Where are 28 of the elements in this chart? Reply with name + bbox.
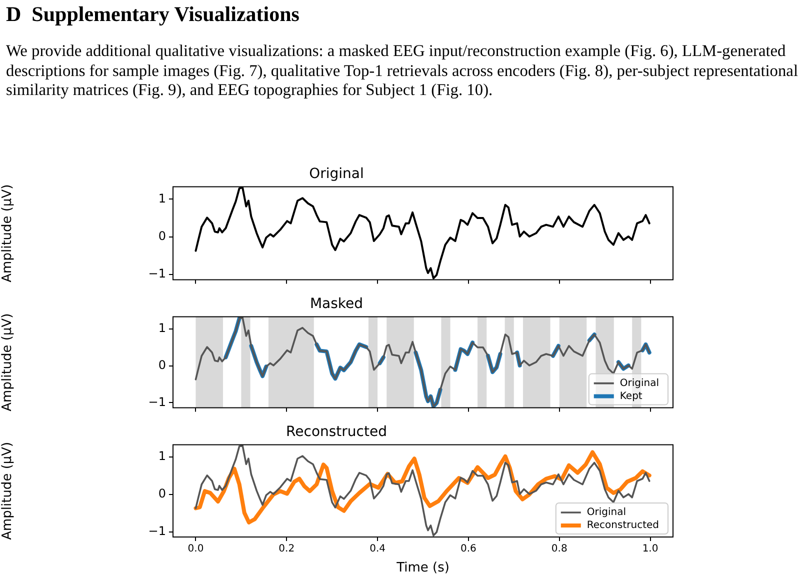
chart-title: Masked <box>310 296 364 312</box>
y-tick-label: 0 <box>158 358 166 372</box>
x-tick-label: 0.0 <box>188 544 204 555</box>
legend-label: Kept <box>620 390 642 402</box>
y-tick-label: 1 <box>158 321 166 336</box>
y-tick-label: 0 <box>158 486 166 501</box>
x-tick-label: 0.2 <box>278 544 295 555</box>
y-tick-label: −1 <box>148 394 166 409</box>
chart-title: Original <box>309 166 364 182</box>
x-axis-title: Time (s) <box>396 560 450 576</box>
text: We provide additional qualitative visualizations: a masked EEG input/reconstruction example (Fig. 6), LLM-generated descriptions for sample images (Fig. 7), qualitative Top-1 retrievals across encoders (Fig. 8), per-subject representational similarity matrices (Fig. 9), and EEG topographies for Subject 1 (Fig. 10). <box>6 41 800 100</box>
x-tick-label: 0.8 <box>551 544 568 555</box>
y-axis-title: Amplitude (μV) <box>0 313 16 412</box>
y-axis-title: Amplitude (μV) <box>0 442 16 540</box>
y-tick-label: 1 <box>158 191 166 206</box>
legend-label: Reconstructed <box>586 520 660 532</box>
chart-title: Reconstructed <box>286 424 387 440</box>
legend-label: Original <box>620 378 660 389</box>
x-tick-label: 0.4 <box>370 544 386 555</box>
x-tick-label: 1.0 <box>642 544 658 555</box>
x-tick-label: 0.6 <box>460 544 476 555</box>
legend-label: Original <box>586 507 626 518</box>
y-tick-label: −1 <box>148 266 166 281</box>
y-tick-label: 1 <box>158 449 166 464</box>
y-tick-label: −1 <box>148 524 166 538</box>
y-axis-title: Amplitude (μV) <box>0 184 16 282</box>
text: D Supplementary Visualizations <box>6 2 300 27</box>
y-tick-label: 0 <box>158 229 166 243</box>
